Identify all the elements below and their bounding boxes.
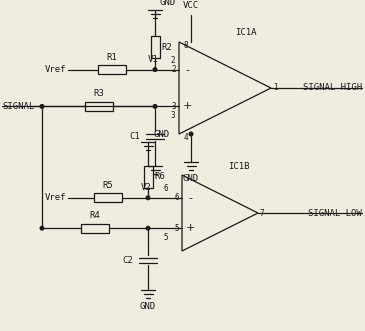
Text: 4: 4 xyxy=(183,133,188,143)
Text: 3: 3 xyxy=(171,112,175,120)
Text: Vref: Vref xyxy=(45,193,66,202)
Text: 2: 2 xyxy=(172,65,176,74)
Text: +: + xyxy=(185,223,195,233)
Circle shape xyxy=(153,105,157,108)
Text: C2: C2 xyxy=(123,256,133,265)
Text: Vref: Vref xyxy=(45,65,66,74)
Text: C1: C1 xyxy=(130,132,141,141)
Bar xyxy=(143,166,153,188)
Text: GND: GND xyxy=(183,174,199,183)
Text: 5: 5 xyxy=(164,233,168,242)
Text: R1: R1 xyxy=(106,53,117,62)
Text: IC1B: IC1B xyxy=(228,162,250,171)
Circle shape xyxy=(153,68,157,71)
Text: R3: R3 xyxy=(93,89,104,98)
Text: R2: R2 xyxy=(161,43,172,52)
Text: 5: 5 xyxy=(174,224,179,233)
Bar xyxy=(81,224,109,233)
Text: 6: 6 xyxy=(164,184,168,193)
Circle shape xyxy=(40,226,44,230)
Text: GND: GND xyxy=(153,130,169,139)
Text: 2: 2 xyxy=(171,56,175,65)
Text: GND: GND xyxy=(140,302,156,311)
Text: 6: 6 xyxy=(174,193,179,202)
Text: IC1A: IC1A xyxy=(235,28,257,37)
Text: R5: R5 xyxy=(103,181,114,190)
Text: 1: 1 xyxy=(273,83,278,92)
Text: VCC: VCC xyxy=(183,1,199,10)
Text: GND: GND xyxy=(160,0,176,7)
Text: V2: V2 xyxy=(141,183,151,192)
Text: R4: R4 xyxy=(90,211,100,220)
Bar xyxy=(97,65,126,74)
Text: 8: 8 xyxy=(183,41,188,51)
Bar xyxy=(85,102,112,111)
Text: SIGNAL: SIGNAL xyxy=(2,102,34,111)
Circle shape xyxy=(189,132,193,136)
Text: SIGNAL LOW: SIGNAL LOW xyxy=(308,209,362,217)
Text: R6: R6 xyxy=(154,172,165,181)
Circle shape xyxy=(146,196,150,200)
Text: V1: V1 xyxy=(147,55,158,64)
Text: 7: 7 xyxy=(260,209,265,217)
Text: SIGNAL HIGH: SIGNAL HIGH xyxy=(303,83,362,92)
Text: 3: 3 xyxy=(172,102,176,111)
Bar xyxy=(94,193,122,202)
Text: -: - xyxy=(185,65,189,74)
Text: -: - xyxy=(188,193,192,203)
Circle shape xyxy=(146,226,150,230)
Circle shape xyxy=(40,105,44,108)
Text: +: + xyxy=(182,101,192,112)
Bar xyxy=(150,36,160,58)
